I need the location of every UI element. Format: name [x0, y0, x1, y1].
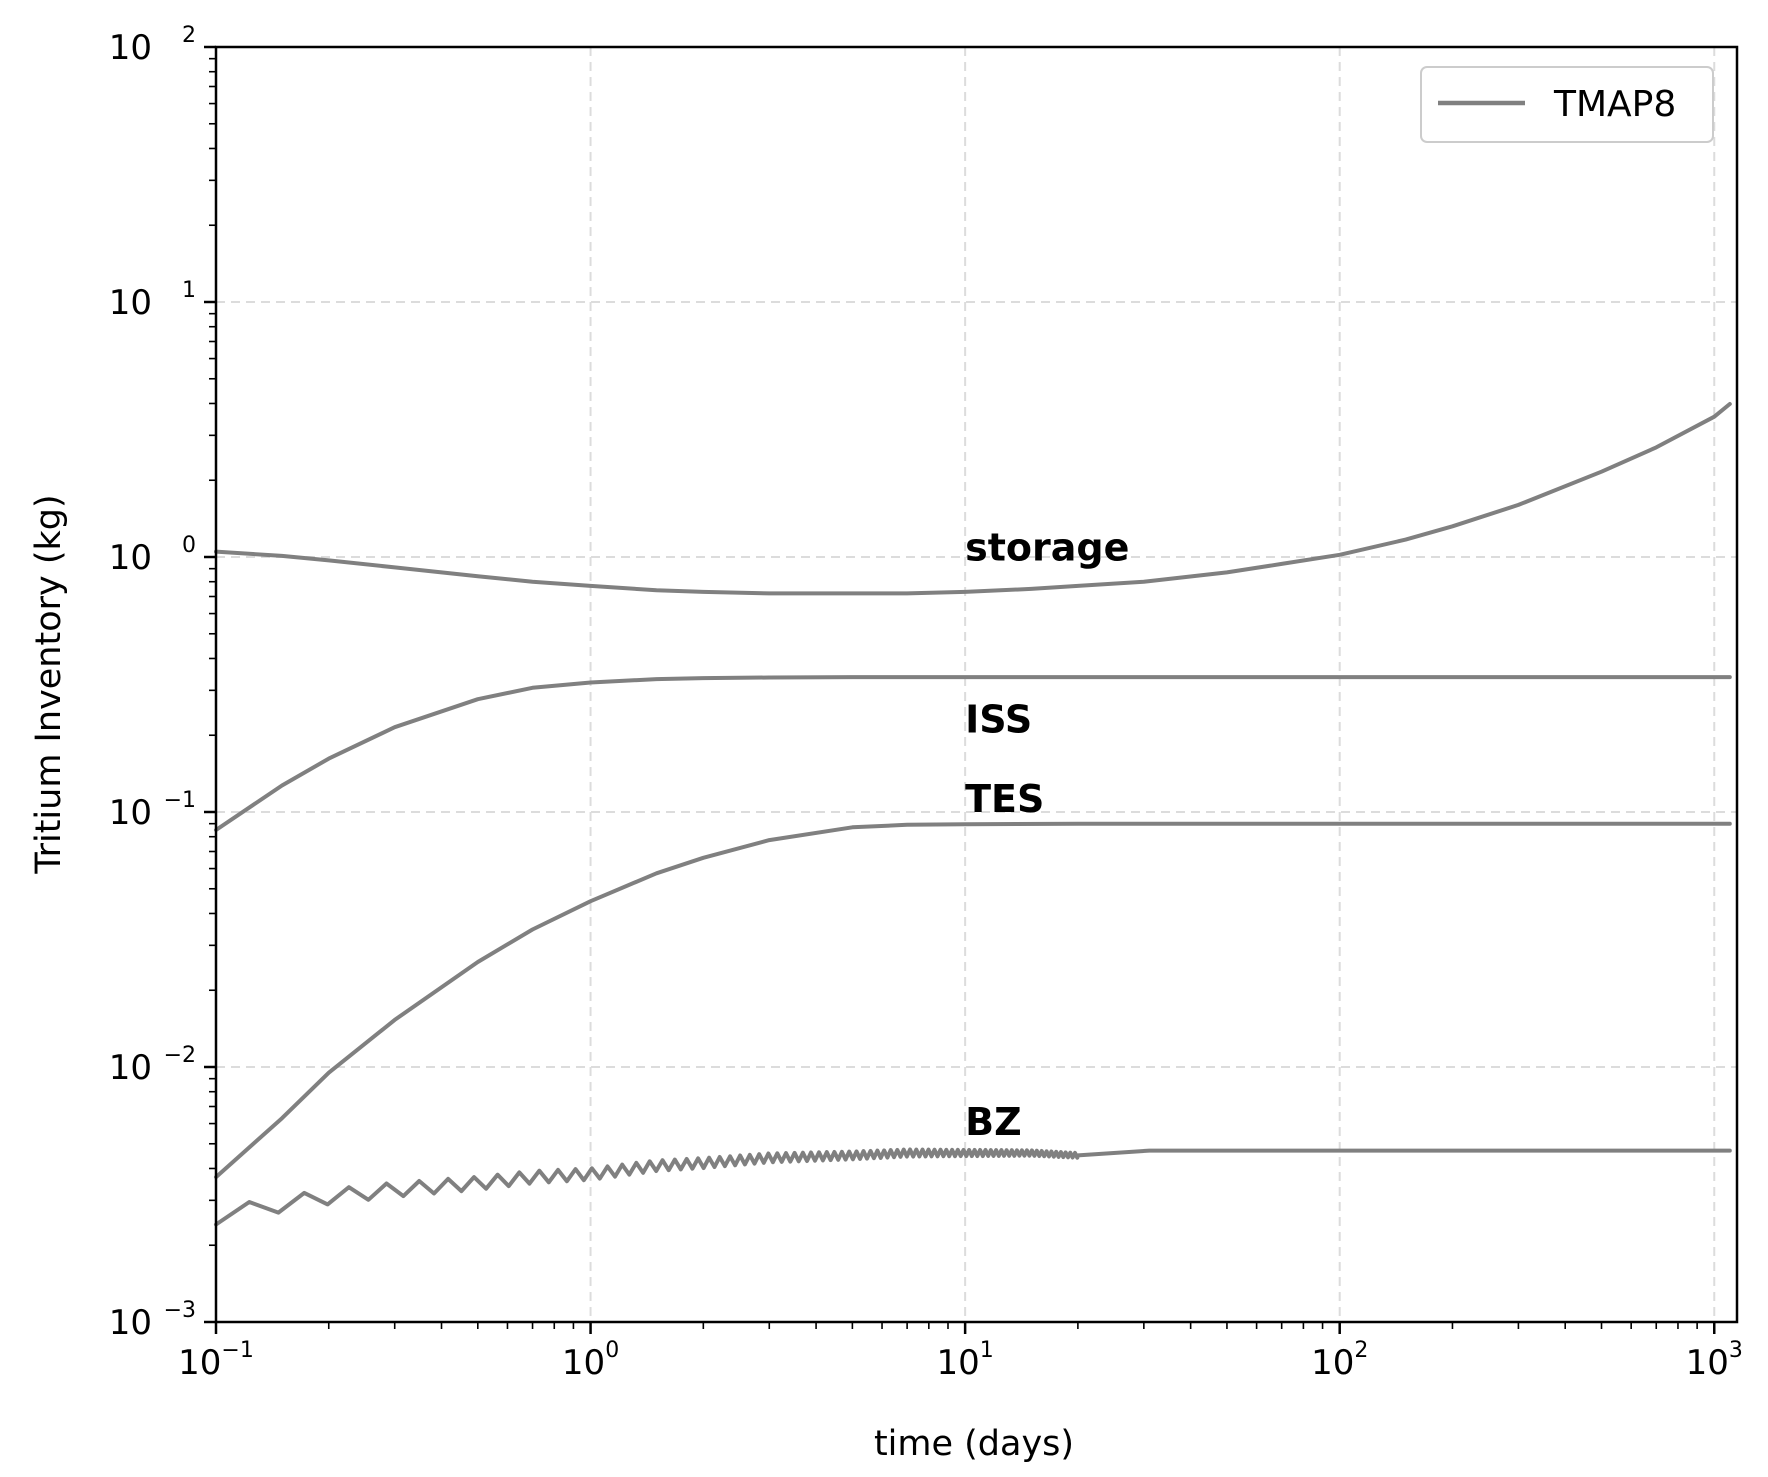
major-ticks [204, 45, 1716, 1334]
series-line-iss [214, 675, 1732, 832]
series-lines [214, 402, 1732, 1227]
series-line-bz [214, 1147, 1732, 1227]
series-line-storage [214, 402, 1732, 596]
legend-box [1420, 66, 1714, 143]
y-tick-label: 10 2 [109, 23, 196, 68]
series-line-tes [214, 821, 1732, 1180]
plot-frame [214, 45, 1739, 1324]
x-axis-title: time (days) [874, 1424, 1074, 1464]
y-axis-title: Tritium Inventory (kg) [29, 494, 69, 874]
annotation-bz: BZ [965, 1100, 1022, 1144]
y-tick-label: 10 −3 [109, 1298, 196, 1343]
y-tick-label: 10 0 [109, 533, 196, 578]
x-tick-label: 100 [562, 1338, 619, 1383]
annotation-iss: ISS [965, 698, 1032, 742]
series-annotations: storage ISS TES BZ [965, 525, 1129, 1144]
x-tick-label: 103 [1686, 1338, 1743, 1383]
y-tick-label: 10 −1 [109, 788, 196, 833]
y-tick-label: 10 1 [109, 278, 196, 323]
legend: TMAP8 [1420, 66, 1714, 143]
x-tick-label: 10−1 [178, 1338, 254, 1383]
x-tick-label: 102 [1311, 1338, 1368, 1383]
y-tick-label: 10 −2 [109, 1043, 196, 1088]
annotation-tes: TES [965, 777, 1044, 821]
x-tick-label: 101 [936, 1338, 993, 1383]
legend-label: TMAP8 [1553, 84, 1676, 125]
annotation-storage: storage [965, 525, 1129, 569]
